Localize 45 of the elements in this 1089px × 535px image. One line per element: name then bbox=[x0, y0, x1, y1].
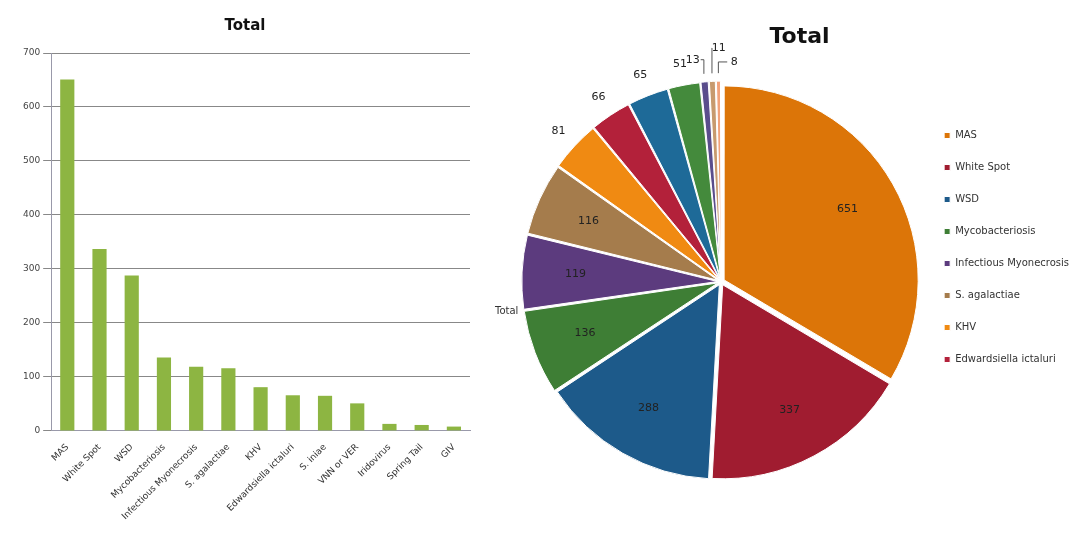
y-tick-label: 400 bbox=[22, 209, 41, 220]
bar bbox=[60, 79, 75, 431]
data-label: 51 bbox=[673, 56, 688, 70]
bar bbox=[189, 366, 204, 431]
x-tick-label: GIV bbox=[438, 441, 458, 460]
data-label: 65 bbox=[633, 68, 648, 82]
bar bbox=[92, 248, 107, 431]
legend-label: White Spot bbox=[955, 161, 1011, 173]
bar bbox=[221, 368, 236, 431]
data-label: 136 bbox=[574, 326, 596, 340]
chart-title: Total bbox=[224, 15, 266, 34]
data-label: 116 bbox=[578, 214, 600, 228]
bar bbox=[124, 275, 139, 431]
bar bbox=[156, 357, 172, 431]
y-tick-label: 0 bbox=[34, 425, 41, 436]
data-label: 11 bbox=[711, 40, 726, 54]
bar bbox=[382, 423, 397, 431]
y-tick-label: 600 bbox=[22, 101, 41, 112]
data-label: 119 bbox=[565, 267, 587, 281]
data-label: 8 bbox=[730, 54, 738, 68]
y-tick-label: 700 bbox=[22, 47, 41, 58]
legend-label: MAS bbox=[955, 129, 977, 141]
legend-label: WSD bbox=[955, 193, 980, 205]
data-label: 13 bbox=[685, 52, 700, 66]
data-label: 66 bbox=[591, 89, 606, 103]
legend-label: Infectious Myonecrosis bbox=[955, 257, 1070, 269]
y-tick-label: 200 bbox=[22, 317, 41, 328]
bar bbox=[253, 387, 268, 431]
legend-label: Edwardsiella ictaluri bbox=[955, 353, 1056, 365]
text: Total bbox=[494, 305, 519, 317]
legend-label: Mycobacteriosis bbox=[955, 225, 1036, 237]
data-label: 337 bbox=[779, 403, 801, 417]
data-label: 81 bbox=[551, 123, 566, 137]
y-tick-label: 300 bbox=[22, 263, 41, 274]
chart-title: Total bbox=[769, 22, 830, 48]
bar bbox=[350, 403, 365, 431]
data-label: 288 bbox=[638, 400, 660, 414]
legend-label: KHV bbox=[955, 321, 977, 333]
y-tick-label: 500 bbox=[22, 155, 41, 166]
data-label: 651 bbox=[837, 202, 859, 216]
bar bbox=[285, 395, 300, 431]
y-tick-label: 100 bbox=[22, 371, 41, 382]
legend-label: S. agalactiae bbox=[955, 289, 1020, 301]
bar bbox=[414, 424, 429, 431]
bar bbox=[317, 395, 333, 431]
